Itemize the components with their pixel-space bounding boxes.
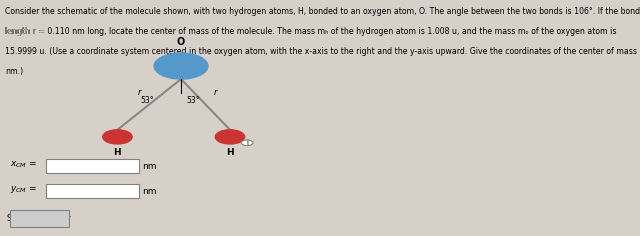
Text: $x_{CM}$ =: $x_{CM}$ = <box>10 160 37 170</box>
FancyBboxPatch shape <box>47 159 140 173</box>
Text: nm: nm <box>142 162 156 171</box>
Text: 53°: 53° <box>141 96 154 105</box>
Circle shape <box>215 130 244 144</box>
Text: O: O <box>177 37 185 47</box>
Text: i: i <box>246 140 248 146</box>
Text: length r = 0.110 nm long, locate the center of mass of the molecule. The mass mₕ: length r = 0.110 nm long, locate the cen… <box>5 27 616 36</box>
Text: nm: nm <box>142 187 156 196</box>
Text: length r =: length r = <box>5 27 47 36</box>
Text: r: r <box>138 88 141 97</box>
FancyBboxPatch shape <box>47 184 140 198</box>
Text: Consider the schematic of the molecule shown, with two hydrogen atoms, H, bonded: Consider the schematic of the molecule s… <box>5 7 640 16</box>
Text: $y_{CM}$ =: $y_{CM}$ = <box>10 185 37 195</box>
Text: H: H <box>114 148 121 157</box>
Circle shape <box>154 53 208 79</box>
Text: H: H <box>226 148 234 157</box>
Text: length r = ​: length r = ​ <box>5 27 47 36</box>
Text: length r =: length r = <box>5 27 47 36</box>
Text: 15.9999 u. (Use a coordinate system centered in the oxygen atom, with the x-axis: 15.9999 u. (Use a coordinate system cent… <box>5 47 640 56</box>
Text: Submit Answer: Submit Answer <box>8 214 71 223</box>
Text: 53°: 53° <box>186 96 200 105</box>
Circle shape <box>103 130 132 144</box>
FancyBboxPatch shape <box>10 210 68 227</box>
Circle shape <box>241 140 253 146</box>
Text: r: r <box>214 88 217 97</box>
Text: nm.): nm.) <box>5 67 23 76</box>
